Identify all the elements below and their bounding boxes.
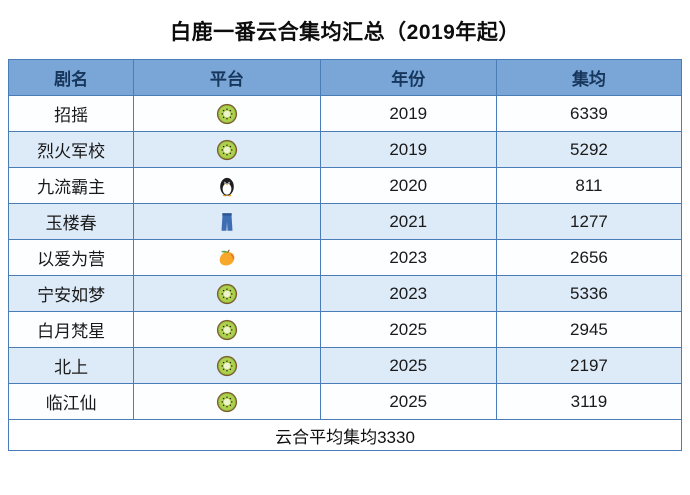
column-header-year: 年份: [319, 59, 497, 96]
table-row: 临江仙 2025 3119: [7, 383, 683, 420]
drama-name-cell: 招摇: [7, 95, 135, 132]
platform-cell: [133, 95, 321, 132]
avg-cell: 3119: [495, 383, 683, 420]
avg-cell: 6339: [495, 95, 683, 132]
table-footer-average: 云合平均集均3330: [8, 419, 682, 451]
avg-cell: 2197: [495, 347, 683, 384]
drama-name-cell: 宁安如梦: [7, 275, 135, 312]
column-header-avg: 集均: [495, 59, 683, 96]
summary-table: 剧名 平台 年份 集均 招摇 2019 6339 烈火军校 2019 5292 …: [7, 59, 683, 451]
page: 白鹿一番云合集均汇总（2019年起） 剧名 平台 年份 集均 招摇 2019 6…: [7, 21, 683, 451]
platform-cell: [133, 131, 321, 168]
drama-name-cell: 以爱为营: [7, 239, 135, 276]
avg-cell: 2945: [495, 311, 683, 348]
kiwi-icon: [216, 139, 238, 161]
table-row: 九流霸主 2020 811: [7, 167, 683, 204]
platform-cell: [133, 275, 321, 312]
page-title: 白鹿一番云合集均汇总（2019年起）: [170, 21, 520, 44]
drama-name-cell: 北上: [7, 347, 135, 384]
kiwi-icon: [216, 103, 238, 125]
column-header-drama: 剧名: [7, 59, 135, 96]
jeans-icon: [216, 211, 238, 233]
year-cell: 2025: [319, 383, 497, 420]
table-row: 玉楼春 2021 1277: [7, 203, 683, 240]
mango-icon: [216, 247, 238, 269]
drama-name-cell: 九流霸主: [7, 167, 135, 204]
year-cell: 2025: [319, 311, 497, 348]
kiwi-icon: [216, 355, 238, 377]
platform-cell: [133, 203, 321, 240]
kiwi-icon: [216, 391, 238, 413]
avg-cell: 811: [495, 167, 683, 204]
platform-cell: [133, 383, 321, 420]
drama-name-cell: 临江仙: [7, 383, 135, 420]
kiwi-icon: [216, 283, 238, 305]
platform-cell: [133, 167, 321, 204]
avg-cell: 5336: [495, 275, 683, 312]
platform-cell: [133, 347, 321, 384]
table-row: 北上 2025 2197: [7, 347, 683, 384]
drama-name-cell: 烈火军校: [7, 131, 135, 168]
platform-cell: [133, 239, 321, 276]
avg-cell: 2656: [495, 239, 683, 276]
avg-cell: 5292: [495, 131, 683, 168]
platform-cell: [133, 311, 321, 348]
year-cell: 2019: [319, 131, 497, 168]
drama-name-cell: 玉楼春: [7, 203, 135, 240]
table-row: 白月梵星 2025 2945: [7, 311, 683, 348]
year-cell: 2023: [319, 239, 497, 276]
header-row: 剧名 平台 年份 集均: [7, 59, 683, 96]
drama-name-cell: 白月梵星: [7, 311, 135, 348]
table-row: 招摇 2019 6339: [7, 95, 683, 132]
column-header-platform: 平台: [133, 59, 321, 96]
year-cell: 2021: [319, 203, 497, 240]
footer-row: 云合平均集均3330: [8, 419, 682, 451]
kiwi-icon: [216, 319, 238, 341]
table-row: 烈火军校 2019 5292: [7, 131, 683, 168]
table-row: 以爱为营 2023 2656: [7, 239, 683, 276]
year-cell: 2025: [319, 347, 497, 384]
year-cell: 2023: [319, 275, 497, 312]
penguin-icon: [216, 175, 238, 197]
avg-cell: 1277: [495, 203, 683, 240]
table-row: 宁安如梦 2023 5336: [7, 275, 683, 312]
year-cell: 2020: [319, 167, 497, 204]
year-cell: 2019: [319, 95, 497, 132]
